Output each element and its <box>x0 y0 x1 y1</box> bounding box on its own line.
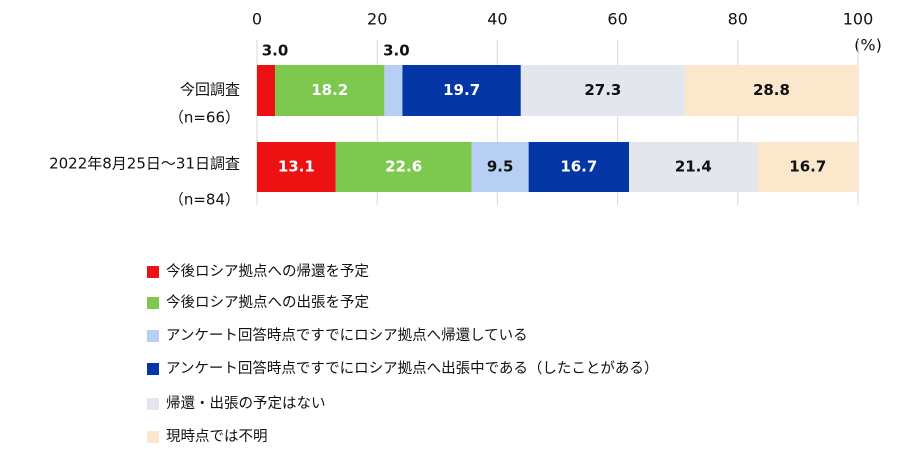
bar-segment <box>257 142 336 192</box>
bar-segment <box>520 65 685 116</box>
value-label: 3.0 <box>383 42 410 60</box>
value-label: 13.1 <box>278 158 315 176</box>
category-note: （n=66） <box>169 109 240 127</box>
category-label: 2022年8月25日～31日調査 <box>49 155 240 173</box>
value-label: 16.7 <box>789 158 826 176</box>
legend-label: 現時点では不明 <box>166 428 268 445</box>
value-label: 9.5 <box>487 158 514 176</box>
legend-swatch <box>147 398 159 410</box>
legend-label: 帰還・出張の予定はない <box>166 394 326 412</box>
x-tick-label: 80 <box>728 10 748 29</box>
legend-label: 今後ロシア拠点への帰還を予定 <box>166 262 369 280</box>
bar-segment <box>402 65 521 116</box>
x-tick-label: 40 <box>487 10 507 29</box>
axis-unit: (%) <box>854 36 882 55</box>
bar-segment <box>335 142 472 192</box>
x-tick-label: 20 <box>367 10 387 29</box>
bar-segment <box>528 142 630 192</box>
value-label: 18.2 <box>311 81 348 99</box>
value-label: 19.7 <box>443 81 480 99</box>
bar-segment <box>275 65 385 116</box>
legend-swatch <box>147 297 159 309</box>
x-tick-label: 100 <box>843 10 874 29</box>
value-label: 27.3 <box>584 81 621 99</box>
legend-label: アンケート回答時点ですでにロシア拠点へ出張中である（したことがある） <box>166 360 658 377</box>
bar-segment <box>757 142 858 192</box>
legend-swatch <box>147 330 159 342</box>
value-label: 22.6 <box>385 158 422 176</box>
bar-segment <box>471 142 529 192</box>
legend-label: アンケート回答時点ですでにロシア拠点へ帰還している <box>166 326 528 344</box>
value-label: 3.0 <box>262 42 289 60</box>
bar-segment <box>684 65 858 116</box>
value-label: 21.4 <box>675 158 712 176</box>
legend-swatch <box>147 266 159 278</box>
value-label: 16.7 <box>560 158 597 176</box>
bar-segment <box>384 65 403 116</box>
value-label: 28.8 <box>753 81 790 99</box>
x-tick-label: 60 <box>607 10 627 29</box>
legend-label: 今後ロシア拠点への出張を予定 <box>166 294 369 311</box>
bar-segment <box>629 142 758 192</box>
bar-segment <box>257 65 276 116</box>
x-tick-label: 0 <box>252 10 262 29</box>
category-label: 今回調査 <box>180 81 240 99</box>
legend-swatch <box>147 363 159 375</box>
category-note: （n=84） <box>169 191 240 209</box>
legend-swatch <box>147 431 159 443</box>
